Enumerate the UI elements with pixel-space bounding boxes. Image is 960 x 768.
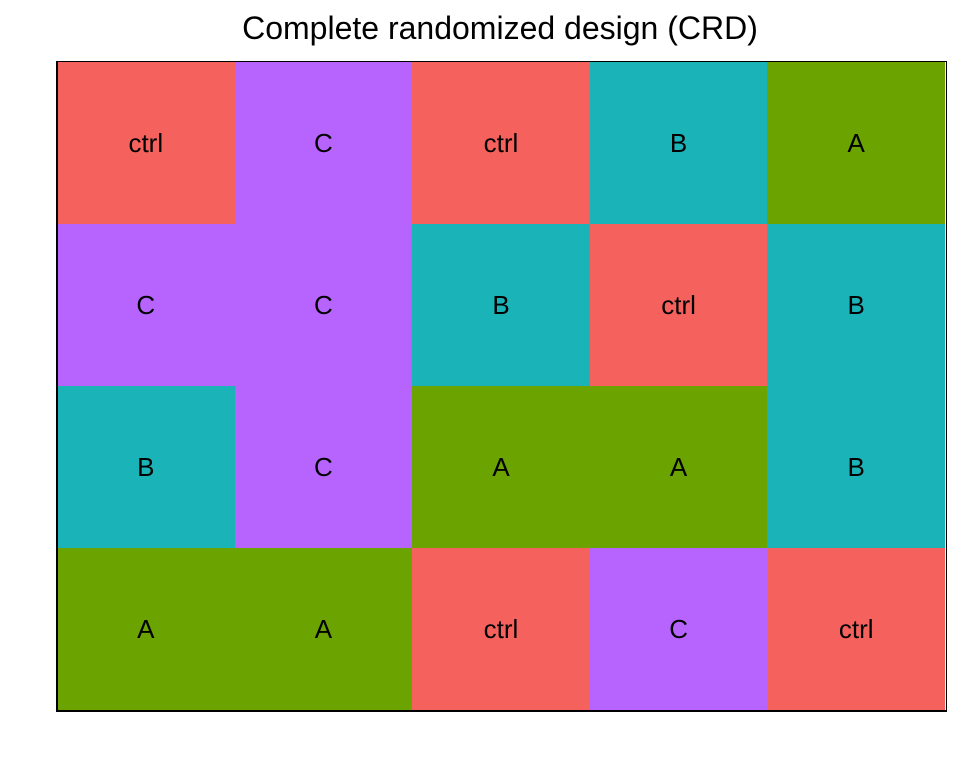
treatment-label: B <box>492 289 510 320</box>
plot-cell: A <box>234 548 413 710</box>
treatment-label: B <box>847 289 865 320</box>
treatment-label: ctrl <box>483 127 519 158</box>
treatment-label: C <box>314 451 333 482</box>
treatment-label: B <box>669 127 688 158</box>
treatment-label: C <box>314 289 333 320</box>
plot-cell: B <box>767 386 945 548</box>
plot-cell: B <box>412 224 590 386</box>
plot-cell: C <box>589 548 768 710</box>
plot-cell: A <box>589 386 768 548</box>
plot-cell: B <box>57 386 235 548</box>
plot-cell: B <box>589 62 768 224</box>
plot-cell: ctrl <box>767 548 945 710</box>
plot-cell: C <box>234 224 413 386</box>
treatment-label: A <box>492 451 510 482</box>
treatment-label: C <box>136 289 156 320</box>
treatment-label: C <box>669 613 688 644</box>
plot-cell: A <box>57 548 235 710</box>
plot-cell: ctrl <box>589 224 768 386</box>
treatment-label: A <box>137 613 155 644</box>
treatment-label: C <box>314 127 333 158</box>
plot-cell: C <box>57 224 235 386</box>
plot-cell: A <box>412 386 590 548</box>
plot-cell: ctrl <box>412 548 590 710</box>
treatment-label: ctrl <box>483 613 519 644</box>
plot-cell: A <box>767 62 945 224</box>
plot-cell: C <box>234 386 413 548</box>
plot-cell: ctrl <box>57 62 235 224</box>
treatment-label: ctrl <box>838 613 874 644</box>
treatment-label: B <box>137 451 155 482</box>
treatment-label: ctrl <box>128 127 164 158</box>
plot-cell: ctrl <box>412 62 590 224</box>
treatment-label: A <box>847 127 865 158</box>
treatment-label: A <box>314 613 333 644</box>
treatment-label: ctrl <box>661 289 696 320</box>
plot-cell: C <box>234 62 413 224</box>
treatment-label: B <box>847 451 865 482</box>
plot-cell: B <box>767 224 945 386</box>
treatment-label: A <box>669 451 688 482</box>
chart-title: Complete randomized design (CRD) <box>242 10 758 46</box>
